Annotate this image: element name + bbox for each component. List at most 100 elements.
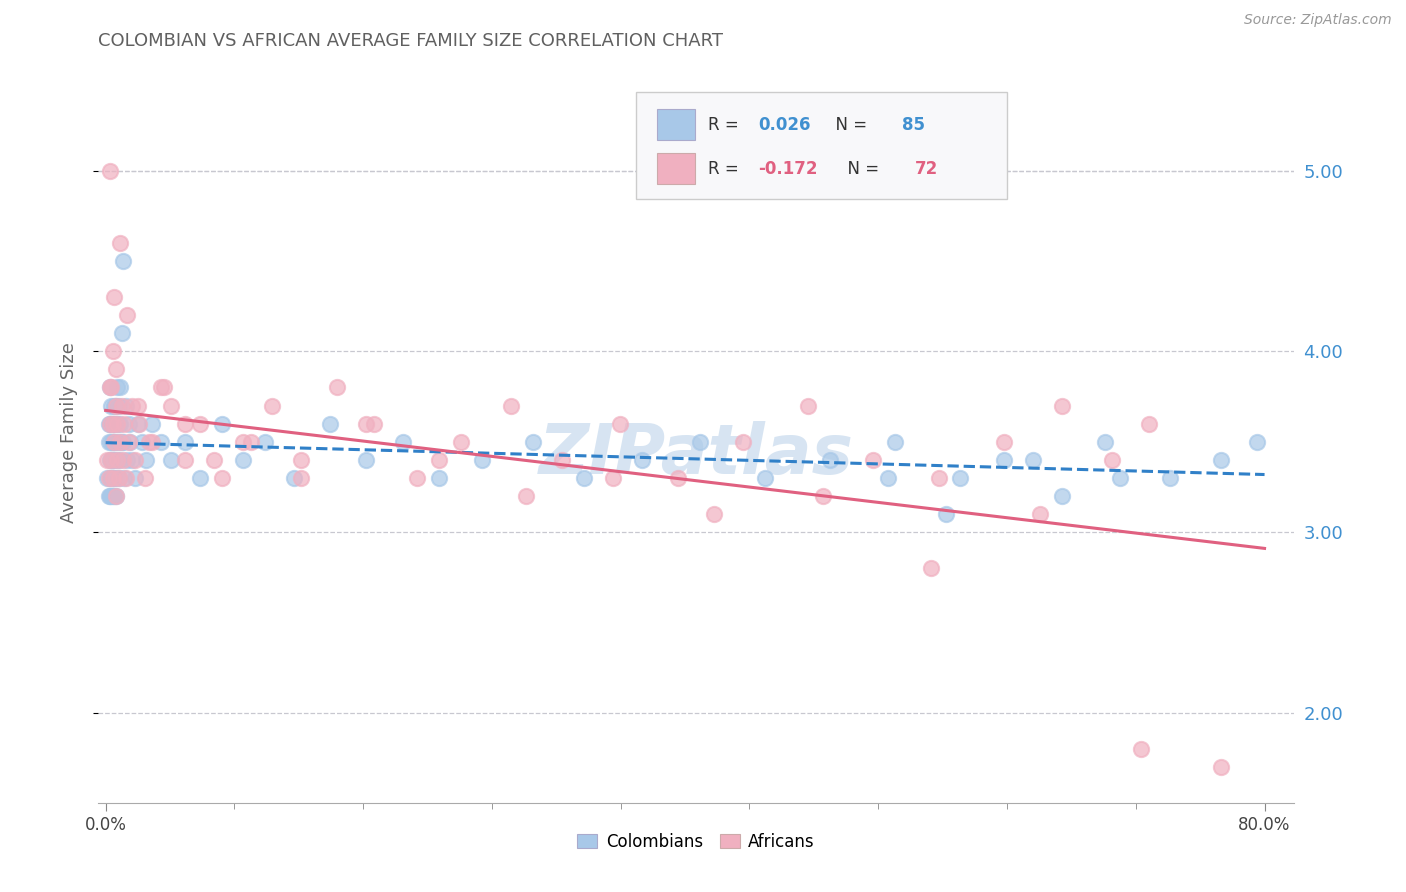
Point [112,434,135,449]
Point [108,380,131,394]
Point [363,417,385,431]
Point [97,489,120,503]
Point [110,399,132,413]
Point [862,452,884,467]
Point [108,235,131,250]
Point [356,417,378,431]
Point [515,489,537,503]
Point [107,471,129,485]
Text: 85: 85 [901,116,925,134]
Point [101,417,124,431]
Point [107,399,129,413]
Point [121,399,143,413]
Text: -0.172: -0.172 [758,160,818,178]
Point [174,452,197,467]
Point [110,326,132,341]
Point [1209,760,1232,774]
Point [118,417,141,431]
Point [703,507,725,521]
Text: COLOMBIAN VS AFRICAN AVERAGE FAMILY SIZE CORRELATION CHART: COLOMBIAN VS AFRICAN AVERAGE FAMILY SIZE… [98,32,724,50]
Point [319,417,342,431]
Point [253,434,276,449]
Point [211,417,233,431]
Point [877,471,900,485]
Point [117,308,139,322]
Point [112,452,135,467]
Point [103,434,125,449]
Point [105,417,128,431]
Point [134,471,156,485]
Point [131,434,153,449]
FancyBboxPatch shape [657,109,695,140]
Point [232,452,254,467]
Point [97,471,120,485]
Text: N =: N = [825,116,872,134]
Text: Source: ZipAtlas.com: Source: ZipAtlas.com [1244,13,1392,28]
Point [1137,417,1160,431]
Point [124,452,146,467]
Point [100,452,122,467]
Point [98,163,121,178]
Point [104,362,127,376]
Point [128,417,150,431]
Point [124,471,146,485]
Point [356,452,378,467]
Point [630,452,652,467]
Point [1050,399,1073,413]
Text: R =: R = [709,160,744,178]
Point [98,452,121,467]
Point [1246,434,1268,449]
Point [120,434,142,449]
Point [108,452,131,467]
Point [97,434,120,449]
Point [101,434,124,449]
Point [609,417,631,431]
Point [105,452,128,467]
Point [98,380,121,394]
Point [98,489,121,503]
Point [114,471,136,485]
Point [141,434,163,449]
Point [104,489,127,503]
Text: N =: N = [837,160,884,178]
Y-axis label: Average Family Size: Average Family Size [59,343,77,523]
Point [100,399,122,413]
Point [731,434,754,449]
Point [754,471,776,485]
Point [135,452,157,467]
Point [104,434,127,449]
Text: 0.026: 0.026 [758,116,811,134]
Point [112,254,135,268]
Point [572,471,595,485]
Point [100,452,122,467]
Point [811,489,834,503]
Point [391,434,413,449]
Point [993,434,1015,449]
Point [818,452,841,467]
Point [427,471,450,485]
Point [1094,434,1116,449]
Point [101,471,124,485]
Point [160,452,183,467]
Point [1209,452,1232,467]
Point [160,399,183,413]
Point [103,489,125,503]
Point [149,434,172,449]
Point [290,471,312,485]
Point [96,471,118,485]
Point [101,471,124,485]
Point [935,507,957,521]
Point [110,434,132,449]
Point [232,434,254,449]
Point [105,417,128,431]
Point [100,489,122,503]
Point [101,344,124,359]
Point [149,380,172,394]
Point [450,434,472,449]
Point [188,417,211,431]
Point [108,417,131,431]
Point [283,471,305,485]
Point [1101,452,1123,467]
Point [98,471,121,485]
Point [152,380,174,394]
